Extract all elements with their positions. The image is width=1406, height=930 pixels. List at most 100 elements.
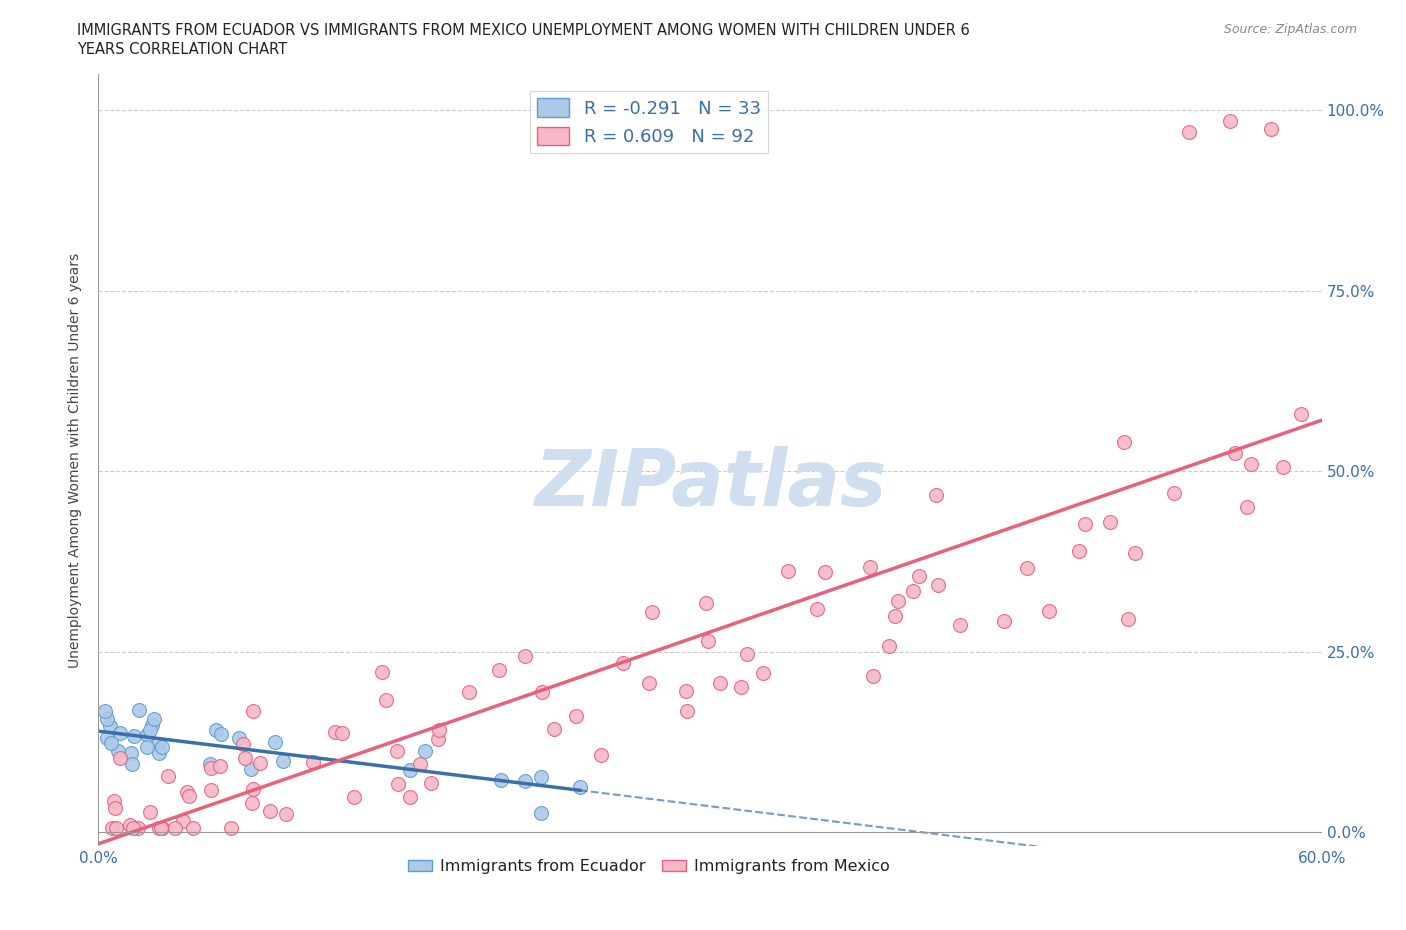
Point <box>323 724 346 739</box>
Point <box>730 680 752 695</box>
Point <box>371 664 394 679</box>
Point <box>96 711 118 726</box>
Point <box>228 730 250 745</box>
Text: IMMIGRANTS FROM ECUADOR VS IMMIGRANTS FROM MEXICO UNEMPLOYMENT AMONG WOMEN WITH : IMMIGRANTS FROM ECUADOR VS IMMIGRANTS FR… <box>77 23 970 38</box>
Point <box>148 745 170 760</box>
Point <box>949 618 972 633</box>
Point <box>200 782 222 797</box>
Point <box>273 754 295 769</box>
Point <box>141 718 163 733</box>
Point <box>385 744 408 759</box>
Point <box>993 613 1015 628</box>
Point <box>1112 434 1135 449</box>
Point <box>1239 457 1261 472</box>
Point <box>884 609 907 624</box>
Point <box>1163 485 1185 500</box>
Point <box>232 737 254 751</box>
Point <box>219 821 242 836</box>
Point <box>927 578 949 592</box>
Point <box>752 665 775 680</box>
Point <box>1118 612 1140 627</box>
Point <box>138 723 160 737</box>
Point <box>1067 544 1090 559</box>
Point <box>181 821 204 836</box>
Point <box>530 770 553 785</box>
Point <box>235 751 257 765</box>
Point <box>1074 517 1097 532</box>
Point <box>209 727 232 742</box>
Point <box>264 735 287 750</box>
Point <box>612 656 634 671</box>
Text: Source: ZipAtlas.com: Source: ZipAtlas.com <box>1223 23 1357 36</box>
Point <box>276 806 298 821</box>
Point <box>139 804 162 819</box>
Point <box>150 821 173 836</box>
Point <box>778 564 800 578</box>
Point <box>399 790 422 804</box>
Point <box>152 739 174 754</box>
Point <box>259 804 281 818</box>
Point <box>420 776 443 790</box>
Point <box>302 754 325 769</box>
Point <box>641 604 664 619</box>
Point <box>458 684 481 699</box>
Point <box>709 675 731 690</box>
Point <box>103 793 125 808</box>
Point <box>200 761 222 776</box>
Point <box>177 789 200 804</box>
Point <box>924 487 946 502</box>
Point <box>591 748 613 763</box>
Point <box>240 762 263 777</box>
Point <box>98 719 121 734</box>
Point <box>100 736 122 751</box>
Point <box>488 662 510 677</box>
Point <box>122 728 145 743</box>
Point <box>675 684 697 698</box>
Point <box>1099 514 1122 529</box>
Point <box>205 723 228 737</box>
Text: YEARS CORRELATION CHART: YEARS CORRELATION CHART <box>77 42 287 57</box>
Point <box>120 745 142 760</box>
Point <box>1289 406 1312 421</box>
Point <box>1223 445 1246 460</box>
Point <box>120 817 142 832</box>
Point <box>374 693 396 708</box>
Point <box>148 821 170 836</box>
Point <box>735 646 758 661</box>
Point <box>907 568 929 583</box>
Point <box>427 723 450 737</box>
Point <box>101 821 124 836</box>
Point <box>862 669 884 684</box>
Point <box>676 704 699 719</box>
Point <box>513 774 536 789</box>
Point <box>1015 561 1038 576</box>
Point <box>1038 604 1060 618</box>
Point <box>859 560 882 575</box>
Point <box>387 777 409 791</box>
Point <box>1260 121 1282 136</box>
Point <box>107 743 129 758</box>
Point <box>249 756 271 771</box>
Point <box>543 722 565 737</box>
Point <box>343 790 366 804</box>
Point <box>409 756 432 771</box>
Point <box>240 795 263 810</box>
Point <box>176 785 198 800</box>
Point <box>156 769 179 784</box>
Point <box>198 757 221 772</box>
Point <box>877 639 900 654</box>
Point <box>330 725 353 740</box>
Point <box>415 744 437 759</box>
Point <box>209 759 232 774</box>
Point <box>1271 459 1294 474</box>
Point <box>515 649 537 664</box>
Point <box>165 821 187 836</box>
Point <box>104 800 127 815</box>
Point <box>110 726 132 741</box>
Point <box>242 782 264 797</box>
Point <box>529 805 551 820</box>
Point <box>1123 545 1146 560</box>
Point <box>887 593 910 608</box>
Point <box>814 565 837 580</box>
Point <box>697 633 720 648</box>
